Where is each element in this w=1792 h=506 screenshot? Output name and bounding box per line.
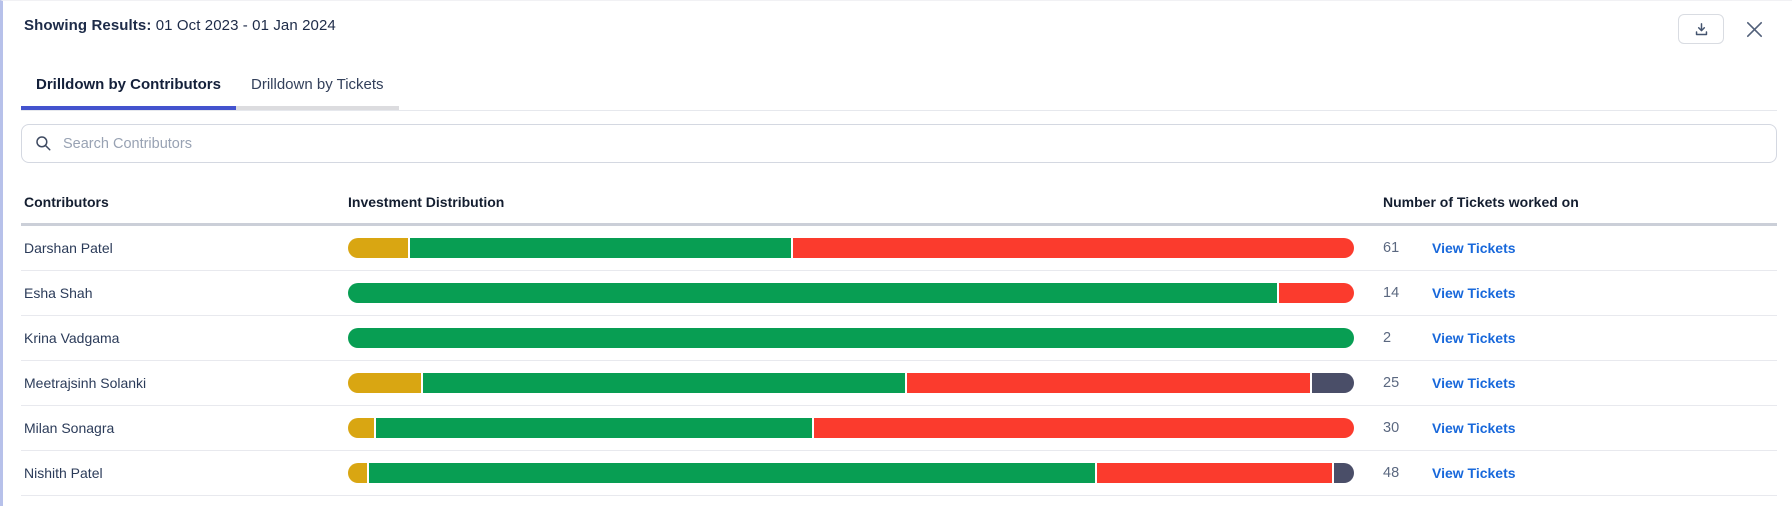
table-body: Darshan Patel 61 View Tickets Esha Shah 14 Vi… [21, 226, 1777, 496]
bar-segment-green [410, 238, 791, 258]
contributor-name: Esha Shah [24, 285, 93, 301]
investment-distribution-cell [348, 373, 1383, 393]
bar-segment-gold [348, 463, 367, 483]
table-row: Meetrajsinh Solanki 25 View Tickets [21, 361, 1777, 406]
table-row: Darshan Patel 61 View Tickets [21, 226, 1777, 271]
table-row: Nishith Patel 48 View Tickets [21, 451, 1777, 496]
top-bar: Showing Results: 01 Oct 2023 - 01 Jan 20… [3, 1, 1792, 48]
investment-distribution-bar [348, 463, 1354, 483]
bar-segment-gold [348, 238, 409, 258]
investment-distribution-cell [348, 283, 1383, 303]
investment-distribution-cell [348, 418, 1383, 438]
search-bar [21, 124, 1777, 163]
tickets-cell: 48 View Tickets [1383, 465, 1777, 481]
table-row: Milan Sonagra 30 View Tickets [21, 406, 1777, 451]
column-header-number-of-tickets: Number of Tickets worked on [1383, 194, 1579, 210]
investment-distribution-bar [348, 328, 1354, 348]
close-icon [1743, 18, 1766, 41]
tickets-count: 25 [1383, 375, 1400, 391]
contributor-name: Meetrajsinh Solanki [24, 375, 147, 391]
investment-distribution-cell [348, 463, 1383, 483]
bar-segment-gold [348, 418, 375, 438]
search-contributors-input[interactable] [21, 124, 1777, 163]
download-button[interactable] [1678, 14, 1724, 44]
bar-segment-slate [1312, 373, 1354, 393]
bar-segment-red [1097, 463, 1333, 483]
column-header-contributors: Contributors [24, 194, 109, 210]
column-header-investment-distribution: Investment Distribution [348, 194, 505, 210]
tickets-count: 48 [1383, 465, 1400, 481]
bar-segment-green [348, 283, 1277, 303]
tickets-count: 2 [1383, 330, 1392, 346]
download-icon [1693, 21, 1710, 38]
results-date-range: 01 Oct 2023 - 01 Jan 2024 [155, 17, 336, 34]
tickets-count: 30 [1383, 420, 1400, 436]
tickets-cell: 25 View Tickets [1383, 375, 1777, 391]
search-icon [34, 134, 52, 152]
bar-segment-green [348, 328, 1354, 348]
investment-distribution-cell [348, 238, 1383, 258]
contributor-name: Nishith Patel [24, 465, 103, 481]
tab-drilldown-by-tickets[interactable]: Drilldown by Tickets [236, 64, 399, 110]
investment-distribution-bar [348, 418, 1354, 438]
view-tickets-link[interactable]: View Tickets [1432, 285, 1516, 301]
bar-segment-red [1278, 283, 1354, 303]
view-tickets-link[interactable]: View Tickets [1432, 240, 1516, 256]
tickets-cell: 14 View Tickets [1383, 285, 1777, 301]
investment-distribution-bar [348, 373, 1354, 393]
bar-segment-red [813, 418, 1354, 438]
view-tickets-link[interactable]: View Tickets [1432, 375, 1516, 391]
view-tickets-link[interactable]: View Tickets [1432, 465, 1516, 481]
table-row: Esha Shah 14 View Tickets [21, 271, 1777, 316]
investment-distribution-cell [348, 328, 1383, 348]
bar-segment-green [369, 463, 1096, 483]
bar-segment-green [376, 418, 812, 438]
bar-segment-slate [1334, 463, 1354, 483]
tab-bar: Drilldown by Contributors Drilldown by T… [21, 64, 1777, 111]
tickets-cell: 61 View Tickets [1383, 240, 1777, 256]
contributor-name: Krina Vadgama [24, 330, 120, 346]
investment-distribution-bar [348, 238, 1354, 258]
tickets-count: 61 [1383, 240, 1400, 256]
results-label: Showing Results: [24, 17, 152, 34]
bar-segment-green [423, 373, 905, 393]
bar-segment-red [907, 373, 1310, 393]
contributor-name: Milan Sonagra [24, 420, 115, 436]
table-header: Contributors Investment Distribution Num… [21, 181, 1777, 226]
tickets-count: 14 [1383, 285, 1400, 301]
view-tickets-link[interactable]: View Tickets [1432, 330, 1516, 346]
bar-segment-gold [348, 373, 421, 393]
showing-results-text: Showing Results: 01 Oct 2023 - 01 Jan 20… [24, 14, 336, 34]
tickets-cell: 2 View Tickets [1383, 330, 1777, 346]
investment-distribution-bar [348, 283, 1354, 303]
view-tickets-link[interactable]: View Tickets [1432, 420, 1516, 436]
contributors-table: Contributors Investment Distribution Num… [21, 181, 1777, 496]
contributor-name: Darshan Patel [24, 240, 113, 256]
tab-drilldown-by-contributors[interactable]: Drilldown by Contributors [21, 64, 236, 110]
tickets-cell: 30 View Tickets [1383, 420, 1777, 436]
close-button[interactable] [1740, 15, 1768, 43]
header-actions [1678, 14, 1768, 44]
table-row: Krina Vadgama 2 View Tickets [21, 316, 1777, 361]
bar-segment-red [792, 238, 1354, 258]
